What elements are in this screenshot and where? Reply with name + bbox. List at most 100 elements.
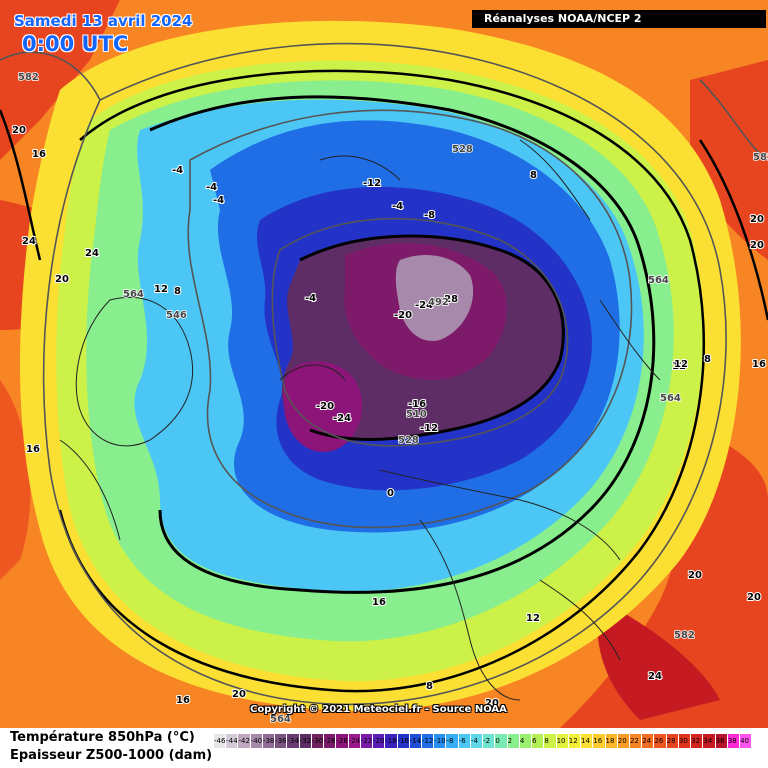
contour-minus16 xyxy=(299,234,565,441)
scale-value: 18 xyxy=(605,737,615,745)
temperature-label: -28 xyxy=(440,294,458,305)
hot-area-west xyxy=(0,380,31,580)
thickness-label: 582 xyxy=(18,72,39,83)
scale-swatch: -14 xyxy=(409,734,422,748)
temperature-label: -12 xyxy=(420,423,438,434)
temperature-label: 12 xyxy=(672,361,686,372)
scale-swatch: 20 xyxy=(617,734,630,748)
scale-value: 20 xyxy=(617,737,627,745)
legend-panel: Température 850hPa (°C) Epaisseur Z500-1… xyxy=(0,728,768,768)
source-label: Réanalyses NOAA/NCEP 2 xyxy=(472,10,766,28)
temperature-label: 8 xyxy=(530,170,537,181)
scale-swatch: -42 xyxy=(238,734,251,748)
scale-swatch: 30 xyxy=(678,734,692,748)
temperature-label: 20 xyxy=(750,240,764,251)
thickness-labels: 582 528 564 564 546 564 492 510 528 582 582 564 xyxy=(17,71,768,726)
scale-value: 12 xyxy=(568,737,578,745)
scale-value: -44 xyxy=(226,737,238,745)
temperature-label: 20 xyxy=(747,592,761,603)
scale-value: 32 xyxy=(691,737,701,745)
temperature-label: 20 xyxy=(12,125,26,136)
thickness-546 xyxy=(187,109,633,529)
hot-area-se xyxy=(560,420,768,728)
temperature-label: 20 xyxy=(485,698,499,709)
map-date: Samedi 13 avril 2024 xyxy=(14,12,193,30)
temperature-label: 16 xyxy=(752,359,766,370)
scale-value: 38 xyxy=(727,737,737,745)
scale-swatch: -20 xyxy=(373,734,386,748)
scale-value: -32 xyxy=(299,737,312,745)
scale-swatch: -30 xyxy=(311,734,325,748)
scale-value: 26 xyxy=(654,737,664,745)
scale-value: 4 xyxy=(519,737,525,745)
scale-value: -30 xyxy=(311,737,324,745)
scale-value: -38 xyxy=(262,737,275,745)
scale-swatch: -22 xyxy=(360,734,374,748)
thickness-label: 564 xyxy=(648,275,669,286)
scale-swatch: -6 xyxy=(458,734,471,748)
scale-value: -46 xyxy=(214,737,226,745)
scale-swatch: -24 xyxy=(348,734,361,748)
temperature-label: 8 xyxy=(426,681,433,692)
scale-swatch: -18 xyxy=(385,734,398,748)
scale-swatch: -2 xyxy=(483,734,496,748)
scale-value: -4 xyxy=(470,737,478,745)
scale-value: 24 xyxy=(642,737,652,745)
scale-value: -16 xyxy=(397,737,409,745)
magenta-core-b xyxy=(283,361,363,452)
temperature-label: -8 xyxy=(424,210,435,221)
temperature-label: -4 xyxy=(206,182,217,193)
scale-value: -34 xyxy=(287,737,299,745)
temperature-label: 8 xyxy=(704,354,711,365)
scale-swatch: -34 xyxy=(287,734,300,748)
scale-swatch: -38 xyxy=(262,734,276,748)
temperature-label: 24 xyxy=(648,671,662,682)
scale-value: 30 xyxy=(678,737,688,745)
scale-value: 2 xyxy=(507,737,513,745)
temperature-label: 20 xyxy=(55,274,69,285)
scale-value: 0 xyxy=(495,737,500,745)
scale-value: -40 xyxy=(250,737,263,745)
scale-swatch: 40 xyxy=(740,734,753,748)
temperature-label: -4 xyxy=(172,165,183,176)
scale-value: 36 xyxy=(715,737,725,745)
scale-value: -18 xyxy=(385,737,397,745)
thickness-564 xyxy=(42,42,727,706)
thickness-528 xyxy=(271,217,569,447)
scale-swatch: 4 xyxy=(519,734,533,748)
scale-swatch: -36 xyxy=(275,734,288,748)
scale-value: -8 xyxy=(446,737,454,745)
temperature-label: -16 xyxy=(408,399,426,410)
copyright-text: Copyright © 2021 Meteociel.fr - Source N… xyxy=(250,704,507,715)
temperature-label: 20 xyxy=(232,689,246,700)
scale-swatch: 22 xyxy=(629,734,643,748)
scale-swatch: 14 xyxy=(581,734,594,748)
scale-swatch: 24 xyxy=(642,734,655,748)
scale-swatch: -40 xyxy=(250,734,263,748)
thickness-label: 582 xyxy=(753,152,768,163)
map-time: 0:00 UTC xyxy=(22,32,129,56)
temperature-label: 12 xyxy=(674,359,688,370)
scale-swatch: 32 xyxy=(691,734,704,748)
scale-value: -24 xyxy=(348,737,361,745)
scale-value: -10 xyxy=(434,737,446,745)
thickness-label: 510 xyxy=(406,409,427,420)
temperature-label: -4 xyxy=(305,293,316,304)
contour-16c xyxy=(0,109,768,321)
scale-value: 16 xyxy=(593,737,603,745)
scale-swatch: 38 xyxy=(727,734,741,748)
hot-area-ne xyxy=(690,60,768,260)
temperature-label: -12 xyxy=(363,178,381,189)
scale-swatch: 16 xyxy=(593,734,606,748)
temperature-label: 8 xyxy=(174,286,181,297)
scale-value: 8 xyxy=(544,737,549,745)
scale-value: -22 xyxy=(360,737,373,745)
scale-swatch: -32 xyxy=(299,734,312,748)
temperature-label: 20 xyxy=(750,214,764,225)
thickness-label: 492 xyxy=(428,297,449,308)
scale-swatch: 2 xyxy=(507,734,520,748)
legend-thickness-title: Epaisseur Z500-1000 (dam) xyxy=(10,748,213,763)
